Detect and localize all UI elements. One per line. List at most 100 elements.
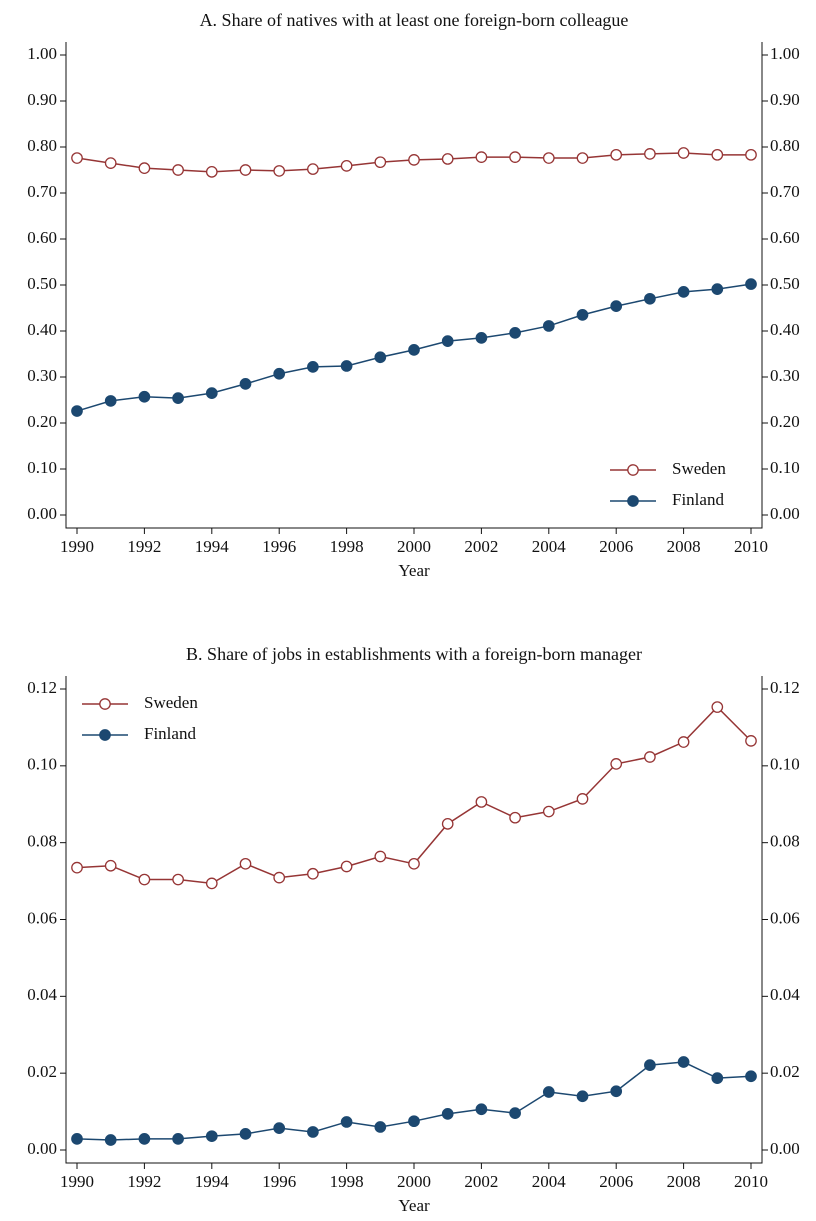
marker — [610, 1085, 623, 1098]
y-tick-label: 0.10 — [27, 755, 57, 774]
marker — [172, 1133, 184, 1145]
marker — [138, 1133, 151, 1145]
x-tick-label: 1994 — [195, 1172, 230, 1191]
marker — [509, 151, 521, 163]
series-line — [76, 1061, 752, 1141]
x-tick-label: 2000 — [397, 537, 431, 556]
marker — [441, 1108, 454, 1120]
y2-tick-label: 1.00 — [770, 44, 800, 63]
marker — [610, 300, 623, 313]
y-tick-label: 0.30 — [27, 366, 57, 385]
marker — [644, 751, 656, 763]
marker — [475, 796, 488, 808]
marker — [374, 850, 387, 863]
x-tick-label: 1994 — [195, 537, 230, 556]
y-tick-label: 0.20 — [27, 412, 57, 431]
marker — [408, 1115, 420, 1128]
marker — [307, 163, 319, 175]
y2-tick-label: 0.00 — [770, 504, 800, 523]
marker — [677, 147, 690, 159]
marker — [205, 165, 218, 178]
y2-tick-label: 0.02 — [770, 1062, 800, 1081]
y2-tick-label: 0.70 — [770, 182, 800, 201]
marker — [711, 1072, 724, 1085]
marker — [644, 292, 656, 305]
marker — [509, 811, 521, 824]
x-axis-label: Year — [398, 1196, 430, 1215]
legend-label: Sweden — [672, 459, 726, 478]
y2-tick-label: 0.10 — [770, 755, 800, 774]
marker — [677, 736, 690, 748]
marker — [104, 157, 117, 169]
marker — [205, 387, 218, 399]
marker — [273, 1122, 286, 1134]
y-tick-label: 0.12 — [27, 678, 57, 697]
legend-marker — [99, 729, 111, 741]
marker — [239, 1128, 252, 1140]
marker — [138, 390, 151, 403]
y-tick-label: 0.50 — [27, 274, 57, 293]
marker — [307, 867, 319, 880]
legend-label: Finland — [672, 490, 724, 509]
marker — [71, 405, 83, 417]
legend-label: Sweden — [144, 693, 198, 712]
marker — [644, 148, 656, 160]
x-tick-label: 2006 — [599, 537, 633, 556]
marker — [71, 861, 83, 874]
y2-tick-label: 0.80 — [770, 136, 800, 155]
marker — [610, 148, 623, 161]
x-tick-label: 1996 — [262, 1172, 296, 1191]
marker — [340, 360, 353, 372]
marker — [273, 367, 286, 380]
y-tick-label: 0.80 — [27, 136, 57, 155]
marker — [138, 162, 151, 175]
legend-label: Finland — [144, 724, 196, 743]
x-tick-label: 2004 — [532, 537, 567, 556]
y2-tick-label: 0.00 — [770, 1139, 800, 1158]
y-tick-label: 1.00 — [27, 44, 57, 63]
marker — [307, 1126, 319, 1138]
y-tick-label: 0.06 — [27, 908, 57, 927]
marker — [441, 335, 454, 347]
axis-line — [65, 42, 763, 529]
x-tick-label: 2010 — [734, 537, 768, 556]
marker — [441, 153, 454, 165]
marker — [475, 1103, 488, 1116]
x-tick-label: 2002 — [464, 1172, 498, 1191]
marker — [576, 793, 589, 805]
y-tick-label: 0.04 — [27, 985, 57, 1004]
x-tick-label: 1996 — [262, 537, 296, 556]
x-axis-label: Year — [398, 561, 430, 580]
y2-tick-label: 0.08 — [770, 832, 800, 851]
marker — [374, 156, 387, 169]
marker — [239, 164, 252, 176]
x-tick-label: 2000 — [397, 1172, 431, 1191]
marker — [745, 1070, 757, 1083]
y-tick-label: 0.00 — [27, 504, 57, 523]
marker — [576, 309, 589, 321]
x-tick-label: 2008 — [667, 537, 701, 556]
legend-marker — [99, 698, 111, 710]
marker — [138, 873, 151, 886]
x-tick-label: 2004 — [532, 1172, 567, 1191]
marker — [745, 148, 757, 161]
marker — [71, 1133, 83, 1145]
y-tick-label: 0.02 — [27, 1062, 57, 1081]
marker — [205, 877, 218, 890]
marker — [239, 857, 252, 870]
y2-tick-label: 0.20 — [770, 412, 800, 431]
marker — [205, 1130, 218, 1143]
marker — [576, 152, 589, 164]
y-tick-label: 0.10 — [27, 458, 57, 477]
marker — [408, 344, 420, 356]
y2-tick-label: 0.50 — [770, 274, 800, 293]
marker — [340, 860, 353, 873]
x-tick-label: 2006 — [599, 1172, 633, 1191]
marker — [340, 1116, 353, 1128]
marker — [441, 817, 454, 830]
marker — [677, 286, 690, 298]
marker — [677, 1056, 690, 1068]
y-tick-label: 0.08 — [27, 832, 57, 851]
marker — [745, 278, 757, 290]
y2-tick-label: 0.06 — [770, 908, 800, 927]
